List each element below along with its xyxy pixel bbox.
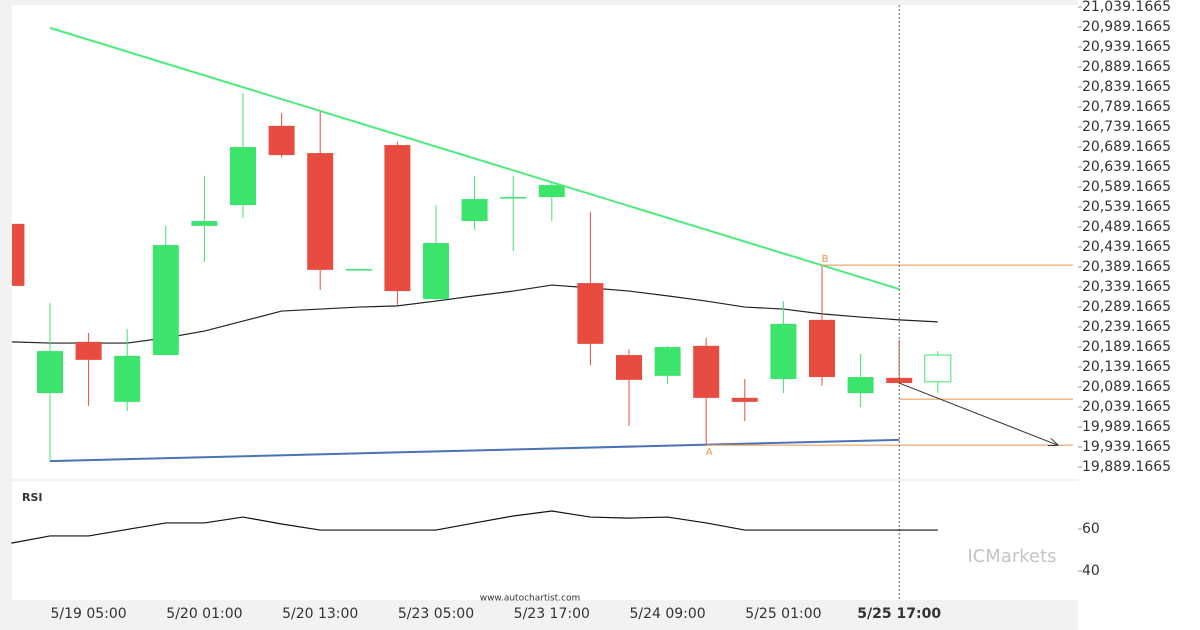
candle-body xyxy=(75,341,102,360)
candle-body xyxy=(577,283,604,344)
candle-body xyxy=(693,345,720,398)
rsi-tick-label: 60 xyxy=(1082,521,1100,537)
y-tick-label: 20,239.1665 xyxy=(1082,319,1171,335)
forecast-arrow xyxy=(899,382,1057,445)
y-tick-label: 20,589.1665 xyxy=(1082,179,1171,195)
x-tick-label: 5/20 01:00 xyxy=(166,606,242,622)
candle-body xyxy=(12,223,25,286)
candle-body xyxy=(616,355,642,380)
candle-body xyxy=(886,377,913,384)
candle-body xyxy=(538,185,565,198)
y-tick-label: 20,289.1665 xyxy=(1082,299,1171,315)
candle-body xyxy=(230,147,256,206)
x-tick-label: 5/25 17:00 xyxy=(857,606,941,622)
candle-body xyxy=(770,323,797,380)
y-tick-label: 20,689.1665 xyxy=(1082,139,1171,155)
candle-body xyxy=(114,355,141,402)
y-tick-label: 20,339.1665 xyxy=(1082,279,1171,295)
candle-body xyxy=(847,377,874,394)
y-tick-label: 20,889.1665 xyxy=(1082,59,1171,75)
candle-body xyxy=(37,351,63,394)
y-tick-label: 20,739.1665 xyxy=(1082,119,1171,135)
candle-body xyxy=(461,199,488,222)
x-tick-label: 5/23 17:00 xyxy=(514,606,590,622)
candle-body xyxy=(809,319,835,378)
rsi-tick-label: 40 xyxy=(1082,563,1100,579)
rsi-line xyxy=(11,510,938,544)
plot-area xyxy=(12,5,1078,600)
y-tick-label: 20,989.1665 xyxy=(1082,19,1171,35)
x-tick-label: 5/23 05:00 xyxy=(398,606,474,622)
candle-body xyxy=(268,125,295,156)
axis-area xyxy=(1078,0,1200,630)
candle-body xyxy=(307,153,334,270)
y-tick-label: 20,839.1665 xyxy=(1082,79,1171,95)
logo: ICMarkets xyxy=(967,546,1056,567)
trendline xyxy=(49,26,900,291)
watermark: www.autochartist.com xyxy=(480,594,581,604)
y-tick-label: 21,039.1665 xyxy=(1082,0,1171,15)
y-tick-label: 20,639.1665 xyxy=(1082,159,1171,175)
y-tick-label: 19,939.1665 xyxy=(1082,439,1171,455)
candle-body xyxy=(500,197,527,199)
x-tick-label: 5/24 09:00 xyxy=(629,606,705,622)
y-tick-label: 20,139.1665 xyxy=(1082,359,1171,375)
x-tick-label: 5/19 05:00 xyxy=(50,606,126,622)
y-tick-label: 20,789.1665 xyxy=(1082,99,1171,115)
level-label: B xyxy=(822,254,829,265)
candle-body xyxy=(924,354,952,383)
y-tick-label: 20,489.1665 xyxy=(1082,219,1171,235)
candle-body xyxy=(152,245,179,356)
y-tick-label: 19,989.1665 xyxy=(1082,419,1171,435)
level-label: A xyxy=(706,447,713,458)
candle-body xyxy=(345,269,372,271)
candle-body xyxy=(384,145,411,292)
y-tick-label: 20,939.1665 xyxy=(1082,39,1171,55)
candle-body xyxy=(731,397,758,402)
y-tick-label: 19,889.1665 xyxy=(1082,459,1171,475)
x-tick-label: 5/25 01:00 xyxy=(745,606,821,622)
y-tick-label: 20,439.1665 xyxy=(1082,239,1171,255)
rsi-title: RSI xyxy=(22,491,43,504)
candle-body xyxy=(191,221,218,226)
candle-body xyxy=(423,243,449,300)
y-tick-label: 20,189.1665 xyxy=(1082,339,1171,355)
main-panel: BA xyxy=(12,26,1073,463)
candle-body xyxy=(654,347,681,376)
trendline xyxy=(49,438,900,463)
x-tick-label: 5/20 13:00 xyxy=(282,606,358,622)
y-tick-label: 20,539.1665 xyxy=(1082,199,1171,215)
y-tick-label: 20,089.1665 xyxy=(1082,379,1171,395)
y-tick-label: 20,389.1665 xyxy=(1082,259,1171,275)
y-tick-label: 20,039.1665 xyxy=(1082,399,1171,415)
